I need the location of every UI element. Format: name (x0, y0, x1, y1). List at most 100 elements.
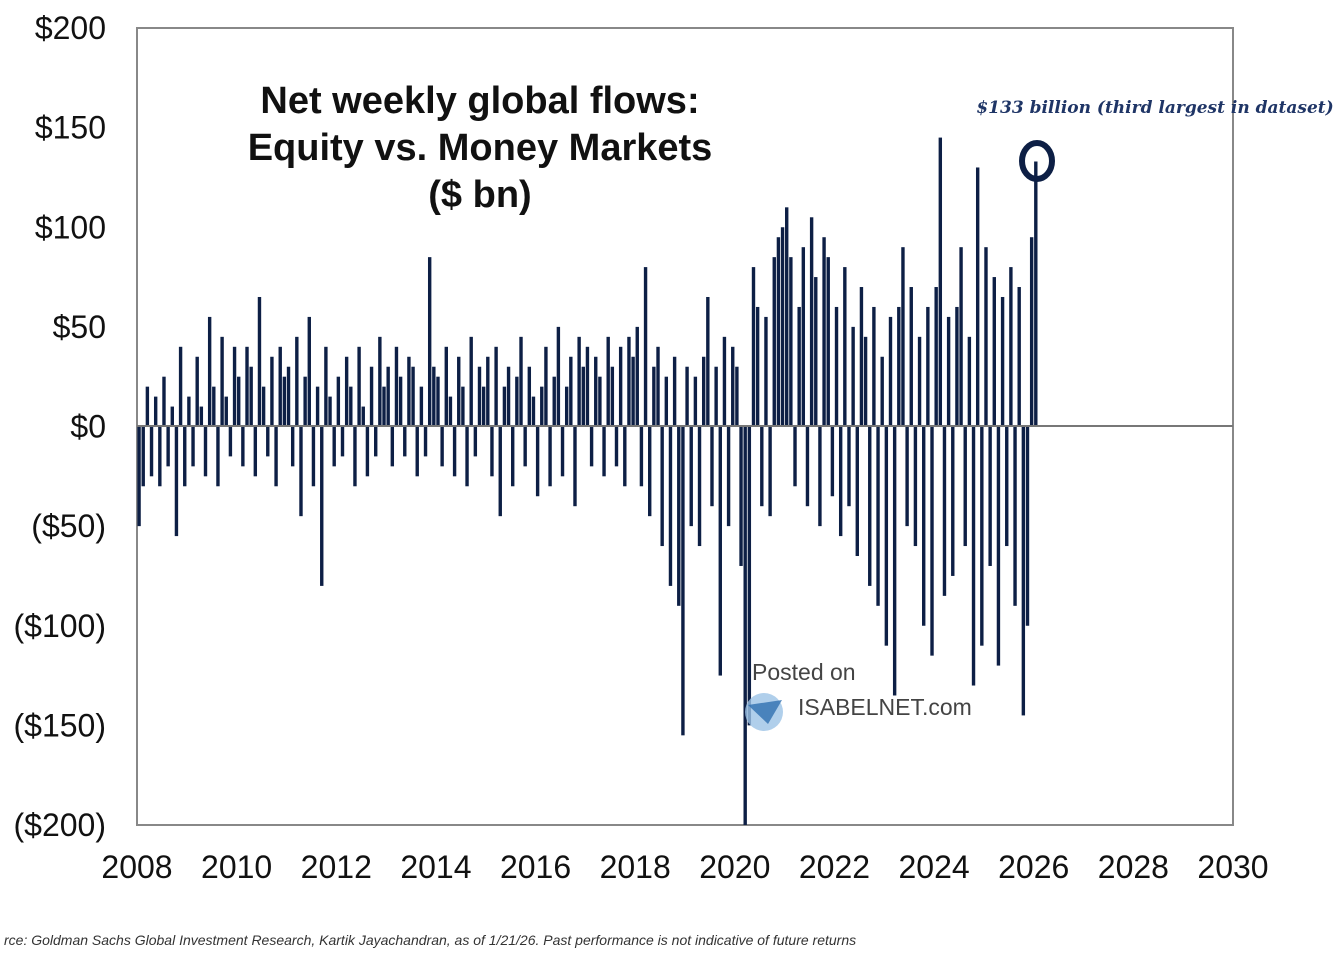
bar (606, 336, 610, 427)
bar (685, 366, 689, 427)
bar (174, 426, 179, 537)
bar (805, 426, 810, 507)
bar (527, 366, 532, 427)
bar (959, 247, 963, 427)
bar (830, 426, 835, 497)
bar (444, 346, 448, 427)
bar (506, 366, 511, 427)
bar (963, 426, 967, 547)
bar (631, 356, 635, 427)
bar (502, 386, 507, 427)
bar (930, 426, 934, 656)
bar (735, 366, 739, 427)
bar (710, 426, 714, 507)
bar (137, 426, 141, 527)
bar (295, 336, 299, 427)
bar (241, 426, 245, 467)
bar (407, 356, 411, 427)
bar (423, 426, 428, 457)
bar (207, 316, 212, 427)
bar (411, 366, 415, 427)
bar (975, 167, 980, 427)
x-tick-label: 2008 (101, 849, 172, 885)
bar (888, 316, 893, 427)
bar (618, 346, 623, 427)
bar (884, 426, 889, 646)
bar (365, 426, 370, 477)
bar (494, 346, 498, 427)
bar (419, 386, 424, 427)
y-tick-label: $100 (35, 209, 106, 245)
bar (311, 426, 316, 487)
bar (747, 426, 752, 726)
bar (706, 296, 710, 427)
bar (320, 426, 324, 586)
x-tick-label: 2014 (400, 849, 471, 885)
bar (278, 346, 282, 427)
bar (838, 426, 843, 537)
y-tick-label: $50 (53, 309, 106, 345)
bar (349, 386, 353, 427)
bar (552, 376, 556, 427)
bar (390, 426, 395, 467)
bar (540, 386, 544, 427)
bar (905, 426, 909, 527)
bar (448, 396, 453, 427)
bar (623, 426, 627, 487)
x-tick-label: 2018 (600, 849, 671, 885)
bar (652, 366, 656, 427)
bar (519, 336, 523, 427)
y-tick-label: ($50) (31, 508, 106, 544)
bar (531, 396, 536, 427)
bar (212, 386, 216, 427)
bar (726, 426, 731, 527)
bar (232, 346, 237, 427)
bar (577, 336, 581, 427)
bar (602, 426, 606, 477)
bar (178, 346, 183, 427)
bar (195, 356, 199, 427)
annotation-label: $133 billion (third largest in dataset) (976, 98, 1333, 118)
bar (481, 386, 486, 427)
bar (594, 356, 598, 427)
bar (469, 336, 473, 427)
bar (1029, 237, 1034, 427)
bar (477, 366, 482, 427)
bar (436, 376, 440, 427)
bar (917, 336, 922, 427)
watermark-line-1: Posted on (752, 659, 856, 685)
bar (290, 426, 295, 467)
bar (648, 426, 652, 517)
bar (868, 426, 872, 586)
bar (855, 426, 859, 557)
bar (378, 336, 382, 427)
bar (452, 426, 457, 477)
bar (457, 356, 461, 427)
bar (589, 426, 594, 467)
bar (809, 217, 814, 427)
bar (490, 426, 494, 477)
bar (942, 426, 947, 596)
bar (1025, 426, 1030, 626)
bar (814, 277, 818, 427)
bar (141, 426, 145, 487)
chart-title-line-2: Equity vs. Money Markets (248, 127, 713, 169)
bar (382, 386, 386, 427)
bar (158, 426, 162, 487)
bar (755, 306, 760, 427)
x-tick-label: 2022 (799, 849, 870, 885)
bar (220, 336, 224, 427)
bar (880, 356, 884, 427)
y-axis: $200 $150 $100 $50 $0 ($50) ($100) ($150) ($200) (14, 10, 107, 843)
bar (764, 316, 768, 427)
bar (357, 346, 361, 427)
bar (253, 426, 258, 477)
bar (851, 326, 855, 427)
bar (315, 386, 320, 427)
bar (585, 346, 590, 427)
bar (145, 386, 150, 427)
bar (760, 426, 764, 507)
bar (818, 426, 822, 527)
bar (822, 237, 826, 427)
bar (286, 366, 291, 427)
